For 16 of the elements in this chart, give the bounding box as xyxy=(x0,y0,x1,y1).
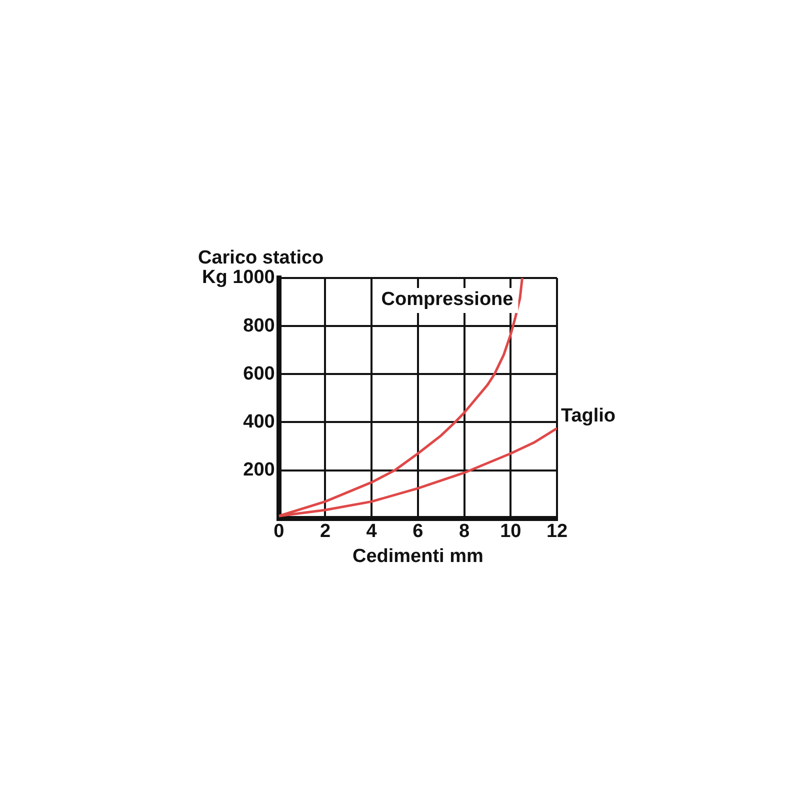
x-tick-label: 0 xyxy=(274,521,284,542)
x-tick-label: 6 xyxy=(412,521,424,542)
x-tick-label: 4 xyxy=(366,521,378,542)
x-axis-title: Cedimenti mm xyxy=(352,546,484,567)
series-label: Taglio xyxy=(561,405,616,426)
y-axis-title: Carico statico xyxy=(198,248,324,269)
x-tick-label: 10 xyxy=(500,521,522,542)
y-tick-label: 800 xyxy=(243,315,275,336)
y-tick-label: 200 xyxy=(243,460,275,481)
x-tick-label: 12 xyxy=(546,521,568,542)
y-tick-label: Kg 1000 xyxy=(202,267,275,288)
y-tick-label: 400 xyxy=(243,411,275,432)
x-tick-label: 2 xyxy=(320,521,331,542)
x-tick-label: 8 xyxy=(459,521,470,542)
y-tick-label: 600 xyxy=(243,363,275,384)
series-label: Compressione xyxy=(381,289,514,310)
